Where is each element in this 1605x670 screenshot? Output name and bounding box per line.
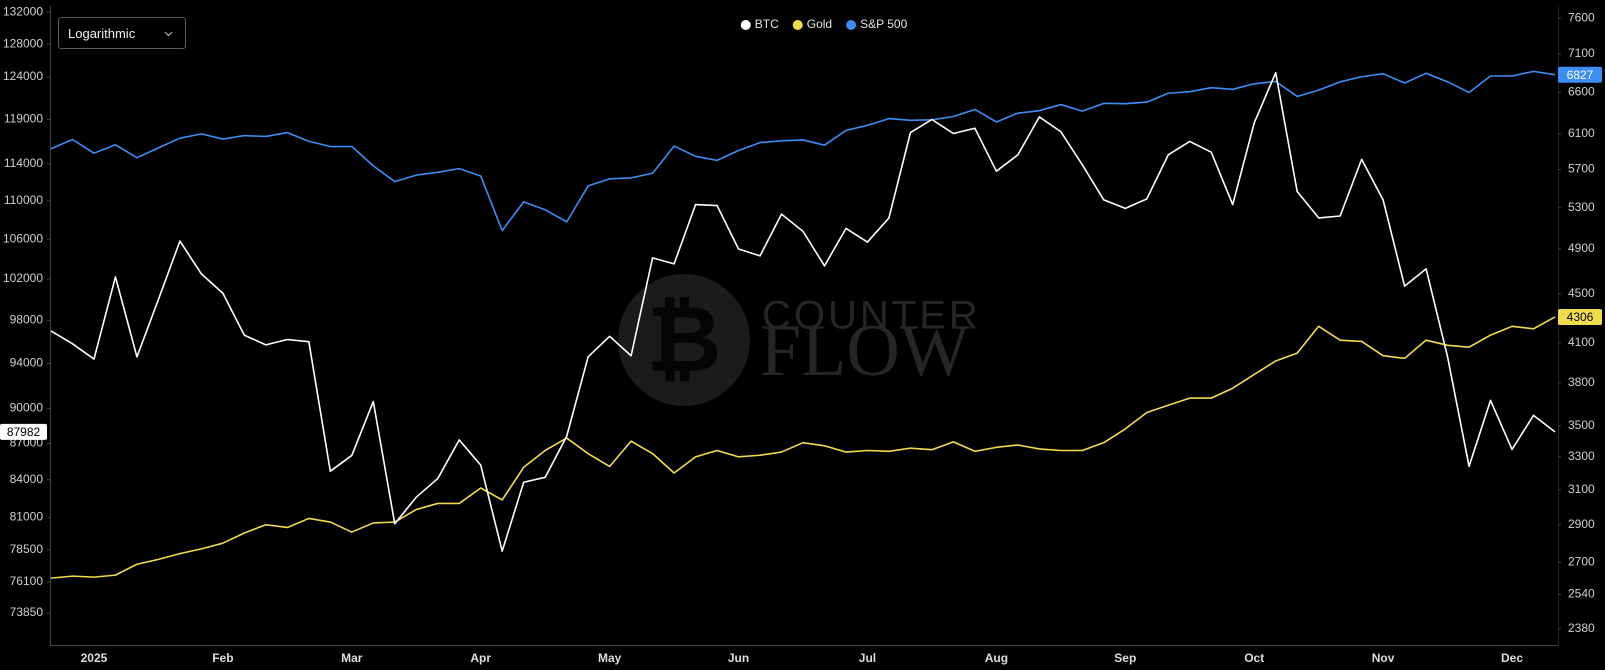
watermark-circle — [618, 274, 750, 406]
y2-tick-label: 7100 — [1568, 46, 1595, 60]
x-tick-label: Jul — [859, 651, 876, 665]
y-tick-label: 98000 — [10, 313, 44, 327]
y2-tick-label: 3300 — [1568, 449, 1595, 463]
y2-tick-label: 6600 — [1568, 85, 1595, 99]
badge-background — [1558, 66, 1602, 83]
y-tick-label: 90000 — [10, 401, 44, 415]
last-value-badge: 87982 — [0, 423, 47, 440]
x-tick-label: May — [598, 651, 622, 665]
y2-tick-label: 5700 — [1568, 162, 1595, 176]
last-value-badge: 4306 — [1558, 308, 1602, 325]
y-tick-label: 84000 — [10, 472, 44, 486]
y2-tick-label: 7600 — [1568, 10, 1595, 24]
x-tick-label: Sep — [1114, 651, 1136, 665]
x-tick-label: Apr — [470, 651, 491, 665]
legend-label: BTC — [755, 17, 779, 31]
watermark-text: COUNTER — [762, 294, 981, 338]
watermark-text: FLOW — [760, 310, 970, 392]
x-tick-label: Dec — [1501, 651, 1523, 665]
y2-tick-label: 3100 — [1568, 482, 1595, 496]
x-tick-label: Aug — [985, 651, 1008, 665]
scale-dropdown[interactable]: Logarithmic — [58, 17, 186, 49]
series-line — [50, 71, 1556, 552]
y-tick-label: 132000 — [3, 4, 43, 18]
legend-label: Gold — [807, 17, 832, 31]
badge-background — [1558, 308, 1602, 325]
dropdown-label: Logarithmic — [68, 25, 136, 41]
y-tick-label: 94000 — [10, 356, 44, 370]
badge-background — [0, 423, 47, 440]
x-tick-label: Oct — [1244, 651, 1264, 665]
y-tick-label: 110000 — [4, 193, 43, 207]
y2-tick-label: 3800 — [1568, 375, 1595, 389]
y2-tick-label: 3500 — [1568, 418, 1595, 432]
y-tick-label: 128000 — [3, 36, 43, 50]
series-line — [50, 70, 1556, 232]
y2-tick-label: 2700 — [1568, 554, 1595, 568]
y-tick-label: 73850 — [10, 605, 44, 619]
x-tick-label: Feb — [212, 651, 233, 665]
badge-value: 87982 — [7, 425, 41, 439]
y-tick-label: 124000 — [3, 69, 43, 83]
y-tick-label: 81000 — [10, 510, 44, 524]
x-tick-label: Mar — [341, 651, 363, 665]
y2-tick-label: 6100 — [1568, 126, 1595, 140]
y2-tick-label: 2540 — [1568, 587, 1595, 601]
y-tick-label: 114000 — [4, 156, 43, 170]
legend-label: S&P 500 — [860, 17, 907, 31]
badge-value: 6827 — [1567, 68, 1594, 82]
y2-tick-label: 4500 — [1568, 286, 1595, 300]
legend: BTC Gold S&P 500 — [740, 17, 908, 31]
y2-tick-label: 2900 — [1568, 517, 1595, 531]
y2-tick-label: 5300 — [1568, 200, 1595, 214]
dropdown-chevron — [164, 31, 173, 37]
x-tick-label: 2025 — [81, 651, 108, 665]
legend-marker — [792, 20, 803, 30]
y2-tick-label: 4900 — [1568, 241, 1595, 255]
y-tick-label: 102000 — [3, 271, 43, 285]
watermark-symbol: ₿ — [647, 288, 722, 390]
watermark: ₿ COUNTER FLOW — [618, 274, 981, 406]
y-tick-label: 76100 — [10, 574, 44, 588]
last-value-badge: 6827 — [1558, 66, 1602, 83]
y2-tick-label: 4100 — [1568, 335, 1595, 349]
y2-tick-label: 2380 — [1568, 621, 1595, 635]
y-tick-label: 119000 — [4, 112, 43, 126]
y-tick-label: 78500 — [10, 542, 44, 556]
legend-marker — [740, 20, 751, 30]
y-tick-label: 106000 — [3, 231, 43, 245]
x-tick-label: Jun — [728, 651, 749, 665]
legend-marker — [846, 20, 857, 30]
badge-value: 4306 — [1567, 310, 1594, 324]
series-line — [50, 316, 1556, 579]
x-tick-label: Nov — [1372, 651, 1395, 665]
